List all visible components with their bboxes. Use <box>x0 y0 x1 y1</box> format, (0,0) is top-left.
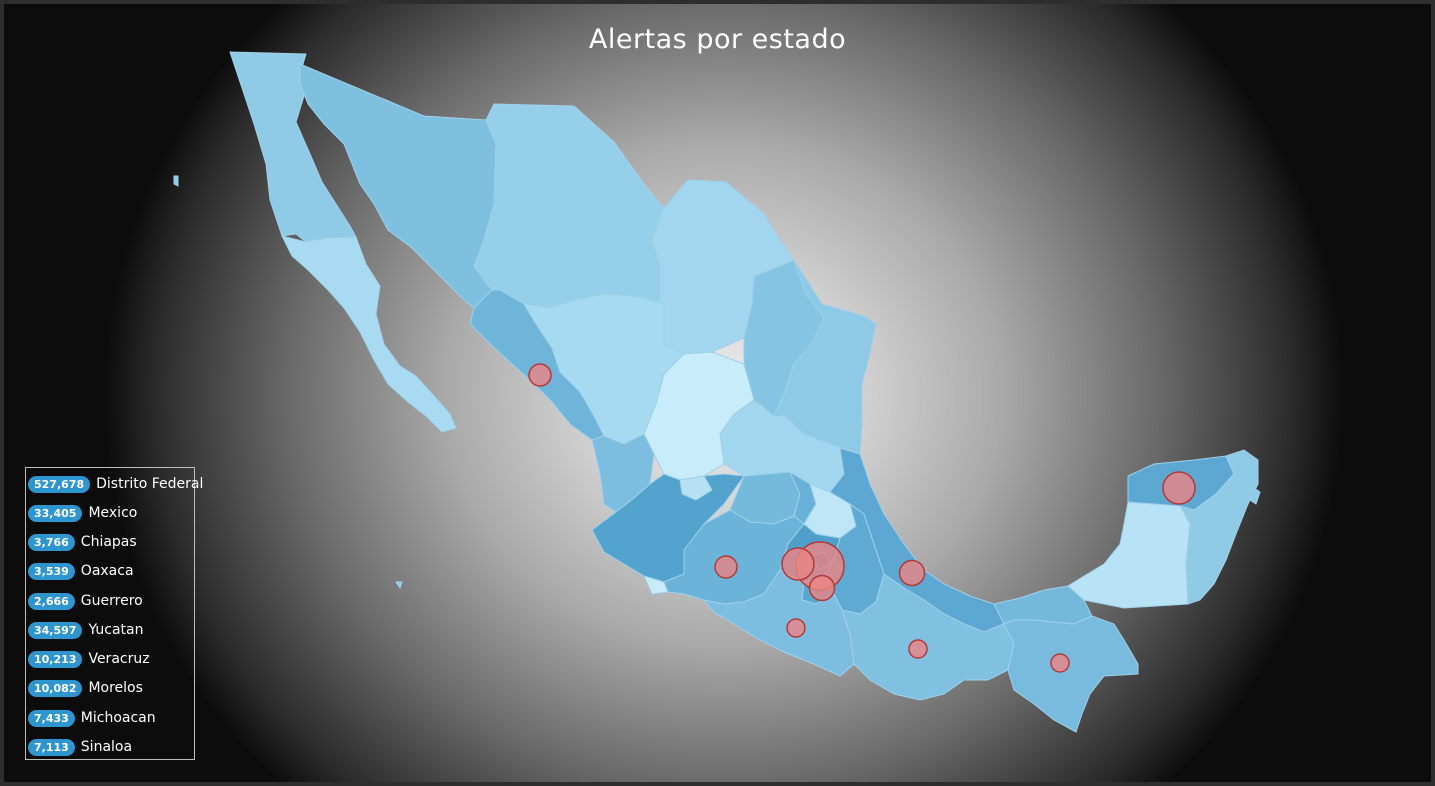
legend-state-label: Guerrero <box>80 593 143 609</box>
legend-value-badge: 3,766 <box>28 533 75 551</box>
marker-sinaloa[interactable] <box>528 363 552 387</box>
legend-item[interactable]: 527,678 Distrito Federal <box>28 475 203 493</box>
legend-item[interactable]: 7,433 Michoacan <box>28 709 156 727</box>
legend-state-label: Chiapas <box>80 534 137 550</box>
legend-state-label: Morelos <box>88 680 143 696</box>
island-socorro <box>395 581 403 590</box>
state-guerrero[interactable] <box>702 569 855 677</box>
marker-mexico[interactable] <box>781 547 815 581</box>
marker-yucatan[interactable] <box>1162 471 1196 505</box>
legend-state-label: Oaxaca <box>80 563 134 579</box>
marker-guerrero[interactable] <box>786 618 806 638</box>
state-baja-california-sur[interactable] <box>281 235 457 433</box>
legend-value-badge: 7,113 <box>28 738 75 756</box>
legend-value-badge: 7,433 <box>28 709 75 727</box>
marker-chiapas[interactable] <box>1050 653 1070 673</box>
legend-value-badge: 10,213 <box>28 650 83 668</box>
island-cozumel <box>1249 487 1261 505</box>
island-guadalupe <box>173 175 179 187</box>
legend-item[interactable]: 3,539 Oaxaca <box>28 562 134 580</box>
state-chihuahua[interactable] <box>473 103 665 309</box>
legend-state-label: Yucatan <box>88 622 144 638</box>
legend-value-badge: 527,678 <box>28 475 91 493</box>
legend-value-badge: 2,666 <box>28 592 75 610</box>
marker-michoacan[interactable] <box>714 555 738 579</box>
state-quintana-roo[interactable] <box>1178 449 1259 605</box>
map-title: Alertas por estado <box>588 24 847 55</box>
state-campeche[interactable] <box>1067 501 1191 609</box>
legend-value-badge: 34,597 <box>28 621 83 639</box>
state-aguascalientes[interactable] <box>679 475 713 501</box>
state-chiapas[interactable] <box>1003 615 1139 733</box>
marker-veracruz[interactable] <box>898 559 926 587</box>
legend-item[interactable]: 34,597 Yucatan <box>28 621 144 639</box>
marker-morelos[interactable] <box>808 574 836 602</box>
map-panel: Alertas por estado <box>4 4 1431 782</box>
legend-item[interactable]: 2,666 Guerrero <box>28 592 143 610</box>
legend-item[interactable]: 7,113 Sinaloa <box>28 738 132 756</box>
legend-value-badge: 3,539 <box>28 562 75 580</box>
mexico-map <box>173 51 1261 733</box>
legend: 527,678 Distrito Federal 33,405 Mexico 3… <box>25 467 203 760</box>
legend-item[interactable]: 3,766 Chiapas <box>28 533 137 551</box>
state-jalisco[interactable] <box>591 473 745 583</box>
legend-item[interactable]: 10,082 Morelos <box>28 679 143 697</box>
legend-state-label: Veracruz <box>88 651 150 667</box>
marker-oaxaca[interactable] <box>908 639 928 659</box>
legend-item[interactable]: 10,213 Veracruz <box>28 650 150 668</box>
legend-value-badge: 33,405 <box>28 504 83 522</box>
legend-state-label: Michoacan <box>80 710 156 726</box>
legend-state-label: Distrito Federal <box>96 476 204 492</box>
legend-value-badge: 10,082 <box>28 679 83 697</box>
legend-item[interactable]: 33,405 Mexico <box>28 504 137 522</box>
legend-state-label: Sinaloa <box>80 739 133 755</box>
legend-state-label: Mexico <box>88 505 138 521</box>
